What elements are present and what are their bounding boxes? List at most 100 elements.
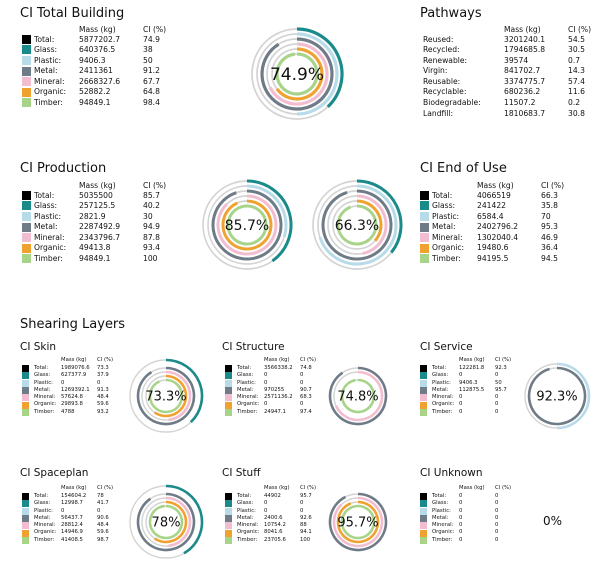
- mass-value: 122281.8: [459, 365, 485, 371]
- stuff-table: Mass (kg) CI (%) Total: 44902 95.7 Glass: 0 0 Pl…: [225, 484, 316, 544]
- row-label: Total:: [432, 365, 447, 371]
- ci-value: 74.9: [143, 34, 160, 44]
- ci-value: 91.2: [143, 66, 160, 76]
- legend-swatch: [420, 507, 427, 515]
- table-row: Mineral: 57624.8 48.4: [22, 394, 113, 402]
- structure-title: CI Structure: [222, 341, 285, 353]
- ci-value: 91.3: [97, 386, 109, 393]
- table-row: Glass: 0 0: [225, 500, 316, 508]
- row-label: Mineral:: [34, 394, 56, 401]
- pathways-title: Pathways: [420, 6, 482, 21]
- legend-swatch: [225, 529, 232, 537]
- table-row: Glass: 640376.5 38: [22, 45, 166, 56]
- mass-value: 11507.2: [504, 98, 536, 108]
- stuff-ring-chart: 95.7%: [328, 492, 388, 552]
- table-row: Plastic: 0 0: [22, 507, 113, 515]
- table-row: Mineral: 10754.2 88: [225, 522, 316, 530]
- mass-value: 14946.9: [61, 529, 83, 536]
- row-label: Total:: [34, 190, 55, 200]
- legend-swatch: [420, 522, 427, 530]
- spaceplan-table: Mass (kg) CI (%) Total: 154604.2 78 Glass: 129…: [22, 484, 113, 544]
- stuff-title: CI Stuff: [222, 467, 261, 479]
- legend-swatch: [22, 77, 31, 87]
- ci-value: 0: [495, 507, 499, 514]
- legend-swatch: [420, 515, 427, 523]
- row-label: Mineral:: [237, 394, 259, 401]
- row-label: Metal:: [432, 222, 456, 232]
- legend-swatch: [22, 66, 31, 76]
- service-table: Mass (kg) CI (%) Total: 122281.8 92.3 Glass: 0…: [420, 356, 511, 416]
- ci-value: 93.2: [97, 408, 109, 415]
- ci-value: 0: [495, 522, 499, 529]
- table-row: Mineral: 0 0: [420, 522, 511, 530]
- legend-swatch: [22, 254, 31, 264]
- row-label: Plastic:: [432, 211, 460, 221]
- mass-value: 3201240.1: [504, 34, 546, 44]
- mass-value: 2571136.2: [264, 394, 293, 401]
- service-ring-chart: 92.3%: [524, 362, 591, 430]
- mass-value: 8041.6: [264, 529, 283, 536]
- table-header-row: Mass (kg) CI (%): [22, 356, 113, 365]
- table-row: Metal: 2287492.9 94.9: [22, 222, 166, 233]
- ci-column-header: CI (%): [568, 24, 592, 34]
- ci-value: 0: [495, 401, 499, 408]
- row-label: Glass:: [432, 201, 456, 211]
- row-label: Mineral:: [34, 522, 56, 529]
- table-row: Total: 44902 95.7: [225, 493, 316, 501]
- row-label: Plastic:: [432, 379, 451, 386]
- table-row: Metal: 2411361 91.2: [22, 66, 166, 77]
- production-title: CI Production: [20, 161, 107, 176]
- table-row: Timber: 94195.5 94.5: [420, 254, 564, 265]
- pathways-table: Mass (kg) CI (%) Reused: 3201240.1 54.5 Recyc…: [420, 25, 591, 119]
- row-label: Mineral:: [237, 522, 259, 529]
- shearing-layers-heading: Shearing Layers: [20, 317, 126, 332]
- ring-arc-glass: [246, 179, 293, 263]
- table-row: Plastic: 0 0: [225, 507, 316, 515]
- ci-value: 0: [97, 379, 101, 386]
- legend-swatch: [420, 536, 427, 544]
- row-label: Glass:: [34, 201, 58, 211]
- table-header-row: Mass (kg) CI (%): [225, 484, 316, 493]
- row-label: Timber:: [34, 254, 63, 264]
- legend-swatch: [420, 529, 427, 537]
- table-header-row: Mass (kg) CI (%): [22, 25, 166, 34]
- table-row: Mineral: 1302040.4 46.9: [420, 232, 564, 243]
- ci-value: 0: [300, 401, 304, 408]
- mass-column-header: Mass (kg): [264, 484, 290, 491]
- row-label: Landfill:: [423, 108, 454, 118]
- mass-value: 94195.5: [477, 254, 509, 264]
- row-label: Total:: [432, 190, 453, 200]
- table-row: Plastic: 2821.9 30: [22, 211, 166, 222]
- ci-value: 98.7: [97, 536, 109, 543]
- table-row: Mineral: 28812.4 48.4: [22, 522, 113, 530]
- row-label: Plastic:: [34, 507, 53, 514]
- row-label: Glass:: [34, 500, 51, 507]
- mass-value: 154604.2: [61, 493, 87, 499]
- mass-value: 10754.2: [264, 522, 286, 529]
- ring-arc-organic: [336, 500, 380, 544]
- table-header-row: Mass (kg) CI (%): [22, 181, 166, 190]
- table-row: Timber: 23705.6 100: [225, 536, 316, 544]
- table-row: Organic: 14946.9 59.6: [22, 529, 113, 537]
- row-label: Organic:: [34, 529, 57, 536]
- legend-swatch: [22, 55, 31, 65]
- ring-arc-mineral: [216, 194, 278, 256]
- table-row: Mineral: 2668327.6 67.7: [22, 76, 166, 87]
- ci-value: 0: [495, 536, 499, 543]
- table-header-row: Mass (kg) CI (%): [420, 356, 511, 365]
- row-label: Metal:: [237, 514, 254, 521]
- ring-arc-plastic: [318, 184, 398, 266]
- ring-arc-organic: [275, 47, 324, 101]
- legend-swatch: [225, 500, 232, 508]
- legend-swatch: [420, 365, 427, 373]
- row-label: Organic:: [34, 401, 57, 408]
- legend-swatch: [420, 211, 429, 221]
- legend-swatch: [420, 254, 429, 264]
- row-label: Timber:: [432, 408, 453, 415]
- row-label: Total:: [432, 493, 447, 499]
- legend-swatch: [420, 500, 427, 508]
- row-label: Glass:: [34, 45, 58, 55]
- mass-value: 0: [459, 500, 463, 507]
- table-row: Landfill: 1810683.7 30.8: [420, 108, 591, 119]
- ci-value: 48.4: [97, 394, 109, 401]
